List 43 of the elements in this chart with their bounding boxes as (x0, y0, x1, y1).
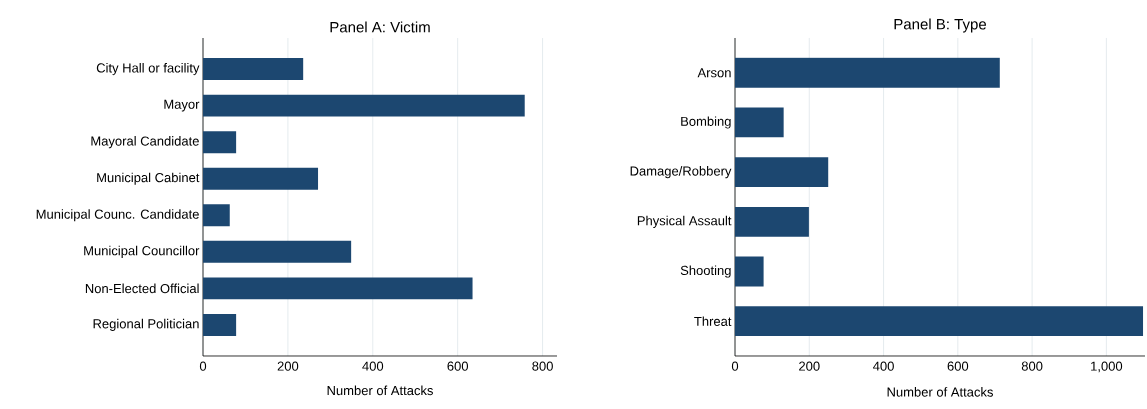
bar (203, 240, 352, 263)
bar (735, 107, 784, 138)
bar (735, 57, 1000, 88)
y-tick-label: Municipal Councillor (84, 245, 200, 258)
y-tick-label: Municipal Cabinet (97, 172, 200, 185)
bar (203, 131, 237, 154)
bar (735, 306, 1144, 337)
y-tick-label: City Hall or facility (96, 63, 200, 76)
x-tick-label: 600 (447, 361, 469, 371)
y-tick-label: Mayoral Candidate (91, 136, 199, 149)
y-tick-label: Municipal Counc. Candidate (36, 209, 199, 222)
y-tick-label: Regional Politician (93, 318, 199, 331)
x-tick-label: 0 (199, 361, 207, 371)
y-tick-label: Non-Elected Official (85, 283, 199, 294)
bar (203, 167, 319, 190)
y-tick-label: Bombing (681, 116, 731, 129)
x-tick-label: 400 (873, 361, 894, 371)
y-tick-label: Damage/Robbery (630, 166, 732, 179)
x-tick-label: 400 (362, 361, 384, 371)
x-axis-title: Number of Attacks (887, 387, 993, 397)
y-tick-label: Physical Assault (637, 215, 732, 228)
x-tick-label: 200 (799, 361, 820, 371)
bar (735, 206, 809, 237)
bar (735, 157, 829, 188)
x-tick-label: 200 (277, 361, 299, 371)
y-tick-label: Mayor (164, 99, 200, 112)
chart-title: Panel A: Victim (330, 21, 430, 33)
bar (203, 94, 525, 117)
bar (203, 58, 304, 81)
y-tick-label: Shooting (680, 265, 731, 278)
y-tick-label: Threat (694, 316, 732, 326)
y-tick-label: Arson (697, 68, 731, 78)
bar (735, 256, 764, 287)
x-tick-label: 0 (731, 361, 739, 371)
bar (203, 277, 473, 300)
x-tick-label: 800 (532, 361, 553, 371)
x-tick-label: 800 (1021, 361, 1043, 371)
chart-title: Panel B: Type (894, 18, 987, 33)
x-axis-title: Number of Attacks (327, 385, 433, 396)
bar (203, 204, 230, 227)
x-tick-label: 600 (947, 361, 969, 371)
bar (203, 313, 237, 336)
x-tick-label: 1,000 (1091, 361, 1123, 373)
